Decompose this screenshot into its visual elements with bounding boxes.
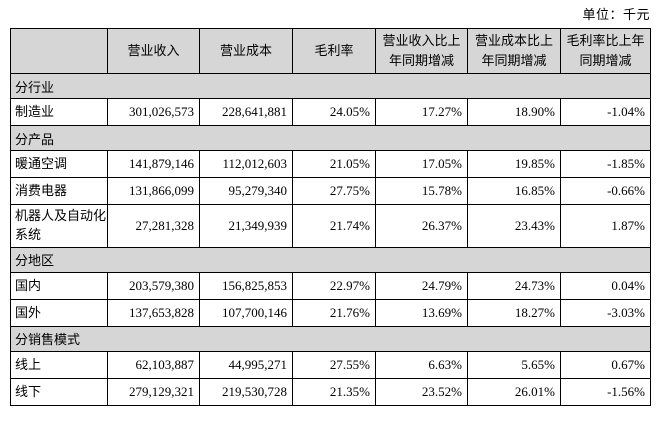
value-cell: 156,825,853 [199,271,293,300]
section-row: 分产品 [10,125,651,152]
value-cell: 17.05% [375,150,468,179]
row-label: 线上 [10,350,108,379]
value-cell: 24.05% [292,98,376,127]
section-row: 分销售模式 [10,325,651,352]
section-label: 分行业 [10,73,651,100]
value-cell: 27.75% [292,177,376,206]
value-cell: 1.87% [560,204,651,248]
value-cell: 44,995,271 [199,350,293,379]
value-cell: 27,281,328 [107,204,200,248]
header-row: 营业收入 营业成本 毛利率 营业收入比上年同期增减 营业成本比上年同期增减 毛利… [10,27,651,75]
table-row: 国外 137,653,828 107,700,146 21.76% 13.69% 18.2… [10,298,651,327]
value-cell: 279,129,321 [107,377,200,406]
value-cell: 17.27% [375,98,468,127]
row-label: 机器人及自动化系统 [10,204,108,248]
section-row: 分地区 [10,246,651,273]
header-cell-margin-yoy: 毛利率比上年同期增减 [560,27,651,75]
section-label: 分产品 [10,125,651,152]
header-cell-blank [10,27,108,75]
value-cell: 112,012,603 [199,150,293,179]
table-row: 线下 279,129,321 219,530,728 21.35% 23.52% 26.0… [10,377,651,406]
value-cell: 0.04% [560,271,651,300]
table-body: 分行业 制造业 301,026,573 228,641,881 24.05% 17.27%… [10,73,651,406]
table-row: 制造业 301,026,573 228,641,881 24.05% 17.27% 18.… [10,98,651,127]
value-cell: 228,641,881 [199,98,293,127]
value-cell: 18.27% [467,298,561,327]
value-cell: 24.79% [375,271,468,300]
value-cell: 21.74% [292,204,376,248]
value-cell: 24.73% [467,271,561,300]
value-cell: 62,103,887 [107,350,200,379]
row-label: 线下 [10,377,108,406]
header-cell-margin: 毛利率 [292,27,376,75]
value-cell: 22.97% [292,271,376,300]
value-cell: 131,866,099 [107,177,200,206]
section-label: 分销售模式 [10,325,651,352]
value-cell: 21,349,939 [199,204,293,248]
unit-label: 单位：千元 [582,7,650,22]
value-cell: 23.52% [375,377,468,406]
table-row: 消费电器 131,866,099 95,279,340 27.75% 15.78% 16.… [10,177,651,206]
value-cell: 141,879,146 [107,150,200,179]
value-cell: 15.78% [375,177,468,206]
table-row: 机器人及自动化系统 27,281,328 21,349,939 21.74% 26.37… [10,204,651,248]
value-cell: 27.55% [292,350,376,379]
value-cell: 13.69% [375,298,468,327]
value-cell: 219,530,728 [199,377,293,406]
row-label: 国外 [10,298,108,327]
row-label: 国内 [10,271,108,300]
value-cell: 95,279,340 [199,177,293,206]
value-cell: -3.03% [560,298,651,327]
value-cell: -1.85% [560,150,651,179]
section-row: 分行业 [10,73,651,100]
value-cell: 21.76% [292,298,376,327]
value-cell: -1.04% [560,98,651,127]
value-cell: -0.66% [560,177,651,206]
value-cell: 19.85% [467,150,561,179]
section-label: 分地区 [10,246,651,273]
table-row: 暖通空调 141,879,146 112,012,603 21.05% 17.05% 19… [10,150,651,179]
value-cell: 6.63% [375,350,468,379]
value-cell: -1.56% [560,377,651,406]
value-cell: 23.43% [467,204,561,248]
value-cell: 137,653,828 [107,298,200,327]
header-cell-cost-yoy: 营业成本比上年同期增减 [467,27,561,75]
value-cell: 26.01% [467,377,561,406]
value-cell: 26.37% [375,204,468,248]
value-cell: 107,700,146 [199,298,293,327]
value-cell: 203,579,380 [107,271,200,300]
value-cell: 0.67% [560,350,651,379]
table-row: 线上 62,103,887 44,995,271 27.55% 6.63% 5.65% 0.… [10,350,651,379]
value-cell: 21.05% [292,150,376,179]
row-label: 暖通空调 [10,150,108,179]
header-cell-revenue-yoy: 营业收入比上年同期增减 [375,27,468,75]
table-row: 国内 203,579,380 156,825,853 22.97% 24.79% 24.7… [10,271,651,300]
value-cell: 21.35% [292,377,376,406]
header-cell-revenue: 营业收入 [107,27,200,75]
header-cell-cost: 营业成本 [199,27,293,75]
value-cell: 301,026,573 [107,98,200,127]
value-cell: 16.85% [467,177,561,206]
value-cell: 5.65% [467,350,561,379]
row-label: 制造业 [10,98,108,127]
row-label: 消费电器 [10,177,108,206]
value-cell: 18.90% [467,98,561,127]
segment-table: 营业收入 营业成本 毛利率 营业收入比上年同期增减 营业成本比上年同期增减 毛利… [10,27,651,406]
